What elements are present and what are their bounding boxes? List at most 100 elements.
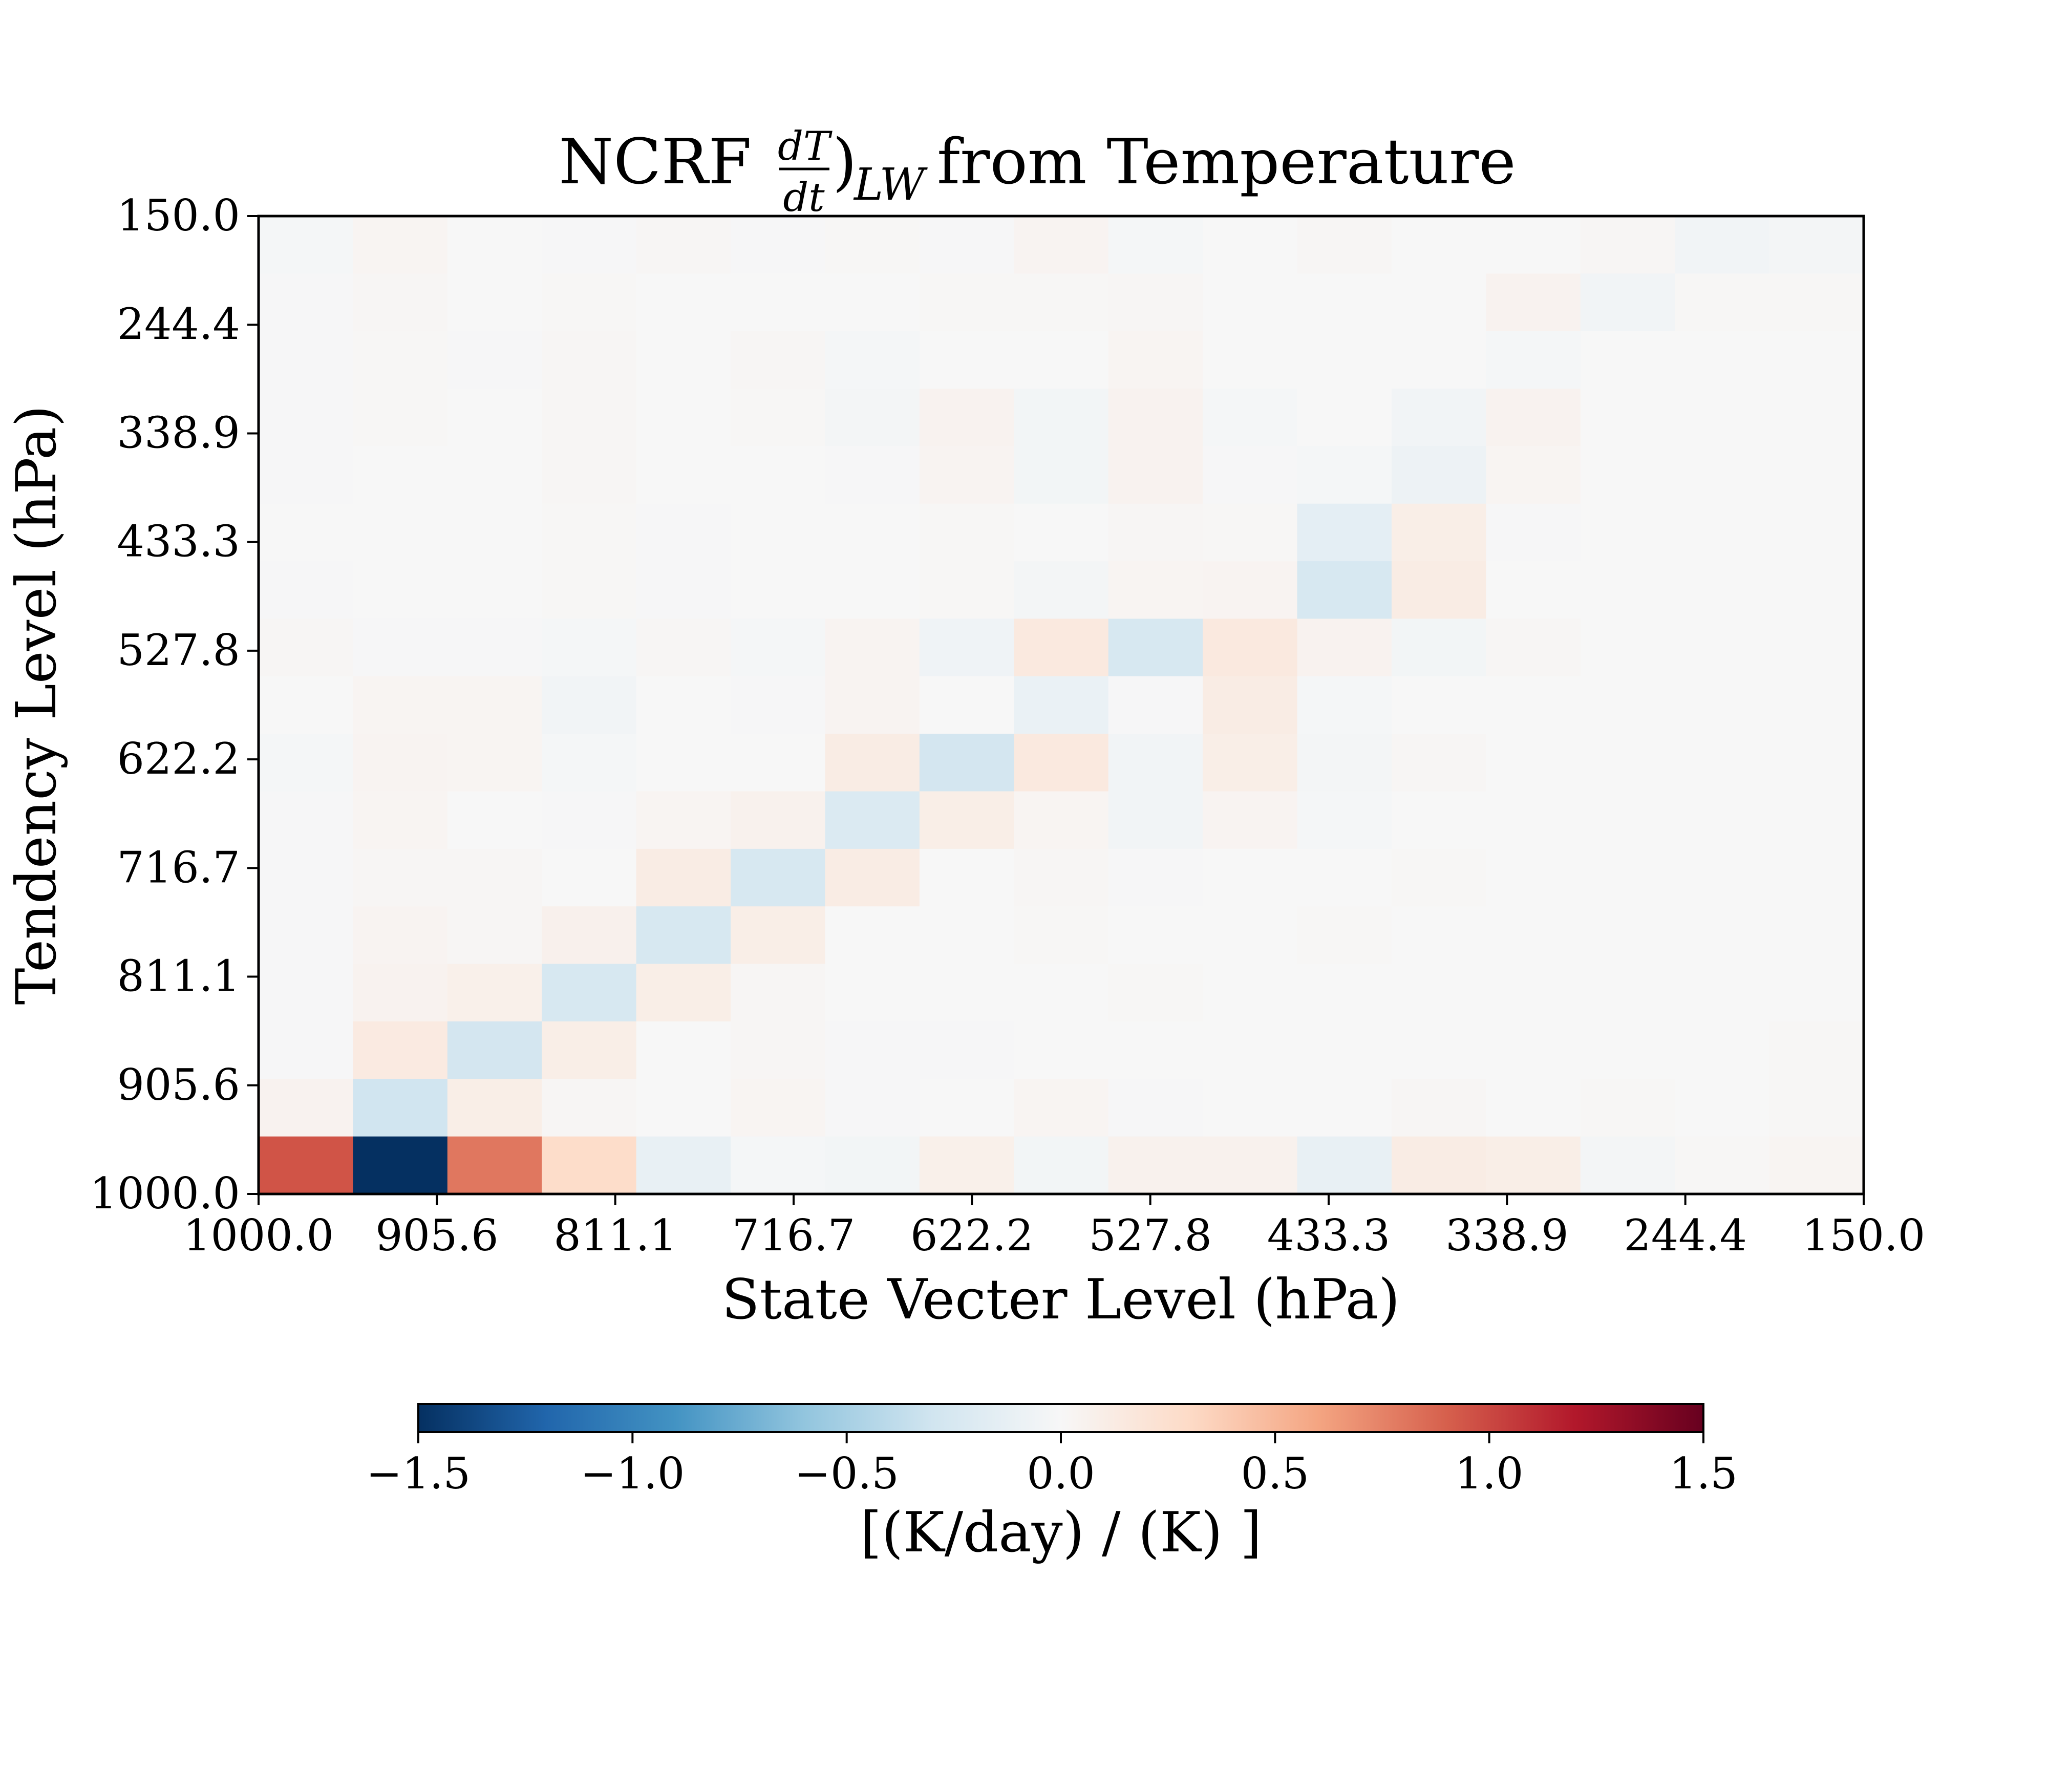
heatmap-cell <box>353 273 448 332</box>
heatmap-cell <box>1769 216 1864 274</box>
x-axis-label: State Vecter Level (hPa) <box>722 1268 1400 1332</box>
heatmap-cell <box>825 561 920 620</box>
heatmap-cell <box>1675 331 1770 389</box>
colorbar-tick-label: 0.0 <box>1027 1448 1095 1499</box>
heatmap-cell <box>1014 906 1109 965</box>
heatmap-cell <box>919 561 1015 620</box>
heatmap-cell <box>636 273 731 332</box>
heatmap-cell <box>1580 906 1675 965</box>
heatmap-cell <box>1203 906 1298 965</box>
heatmap-cell <box>447 216 543 274</box>
heatmap-cell <box>353 734 448 792</box>
heatmap-cell <box>825 331 920 389</box>
heatmap-cell <box>447 331 543 389</box>
heatmap-cell <box>1203 618 1298 677</box>
x-tick-label: 622.2 <box>910 1210 1033 1261</box>
heatmap-cell <box>1014 216 1109 274</box>
y-tick-label: 905.6 <box>117 1060 240 1110</box>
heatmap-cell <box>1675 791 1770 849</box>
heatmap-cell <box>1014 503 1109 562</box>
heatmap-cell <box>731 273 826 332</box>
heatmap-cell <box>636 216 731 274</box>
heatmap-cell <box>259 618 354 677</box>
y-tick-label: 244.4 <box>117 299 240 349</box>
heatmap-cell <box>1769 1021 1864 1080</box>
heatmap-cell <box>1391 791 1487 849</box>
heatmap-cell <box>1769 734 1864 792</box>
heatmap-cell <box>1391 446 1487 504</box>
heatmap-cell <box>1769 676 1864 734</box>
heatmap-cell <box>542 676 637 734</box>
y-axis: 150.0 244.4 338.9 433.3 527.8 622.2 716.7 811.1… <box>90 190 259 1219</box>
heatmap-cell <box>542 618 637 677</box>
heatmap-cell <box>1391 1079 1487 1137</box>
heatmap-cell <box>1297 1079 1392 1137</box>
colorbar-tick-label: 1.0 <box>1455 1448 1524 1499</box>
heatmap-cell <box>353 561 448 620</box>
heatmap-cell <box>1486 561 1581 620</box>
heatmap-cell <box>542 1021 637 1080</box>
heatmap-cell <box>259 561 354 620</box>
heatmap-cell <box>731 1136 826 1194</box>
heatmap-cell <box>542 503 637 562</box>
heatmap-cell <box>1486 791 1581 849</box>
heatmap-cell <box>1580 1079 1675 1137</box>
heatmap-cell <box>1486 848 1581 907</box>
heatmap-cell <box>447 389 543 447</box>
heatmap-cell <box>731 964 826 1022</box>
heatmap-cell <box>1203 389 1298 447</box>
heatmap-cell <box>1675 848 1770 907</box>
heatmap-cell <box>542 1079 637 1137</box>
heatmap-cell <box>1014 618 1109 677</box>
heatmap-cell <box>825 848 920 907</box>
colorbar-tick-label: −1.5 <box>366 1448 471 1499</box>
heatmap-cell <box>1297 389 1392 447</box>
heatmap-cell <box>1580 791 1675 849</box>
heatmap-cell <box>636 618 731 677</box>
y-axis-label: Tendency Level (hPa) <box>5 405 69 1005</box>
heatmap-cell <box>1675 446 1770 504</box>
x-tick-label: 338.9 <box>1445 1210 1568 1261</box>
heatmap-cell <box>447 906 543 965</box>
heatmap-cell <box>1391 1021 1487 1080</box>
heatmap-cell <box>1203 1021 1298 1080</box>
heatmap-cell <box>1486 1136 1581 1194</box>
heatmap-cell <box>636 1079 731 1137</box>
heatmap-cell <box>1486 331 1581 389</box>
colorbar-tick-label: −1.0 <box>580 1448 685 1499</box>
heatmap-cell <box>259 676 354 734</box>
colorbar-tick-label: 0.5 <box>1241 1448 1310 1499</box>
heatmap-cell <box>1486 676 1581 734</box>
heatmap-cell <box>259 446 354 504</box>
heatmap-cell <box>447 1021 543 1080</box>
heatmap-cell <box>825 734 920 792</box>
heatmap-cell <box>1580 618 1675 677</box>
heatmap-cell <box>447 734 543 792</box>
heatmap-cell <box>1580 389 1675 447</box>
heatmap-cell <box>825 273 920 332</box>
heatmap-cell <box>825 389 920 447</box>
heatmap-cell <box>1580 848 1675 907</box>
heatmap-cell <box>259 216 354 274</box>
heatmap-cell <box>353 906 448 965</box>
heatmap-cell <box>731 331 826 389</box>
heatmap-cell <box>731 1021 826 1080</box>
y-tick-label: 433.3 <box>117 517 240 567</box>
heatmap-cell <box>1580 331 1675 389</box>
heatmap-cell <box>353 676 448 734</box>
heatmap-cell <box>447 1136 543 1194</box>
heatmap-cell <box>1580 1021 1675 1080</box>
heatmap-cell <box>1014 848 1109 907</box>
heatmap-cell <box>1297 273 1392 332</box>
heatmap-cell <box>1769 1136 1864 1194</box>
heatmap-cell <box>1014 273 1109 332</box>
heatmap-cell <box>1297 676 1392 734</box>
heatmap-cell <box>447 964 543 1022</box>
heatmap-cell <box>1297 906 1392 965</box>
heatmap-cell <box>1391 1136 1487 1194</box>
heatmap-cell <box>542 848 637 907</box>
heatmap-cell <box>636 906 731 965</box>
heatmap-cell <box>542 734 637 792</box>
heatmap-cell <box>1675 273 1770 332</box>
heatmap-cell <box>353 964 448 1022</box>
